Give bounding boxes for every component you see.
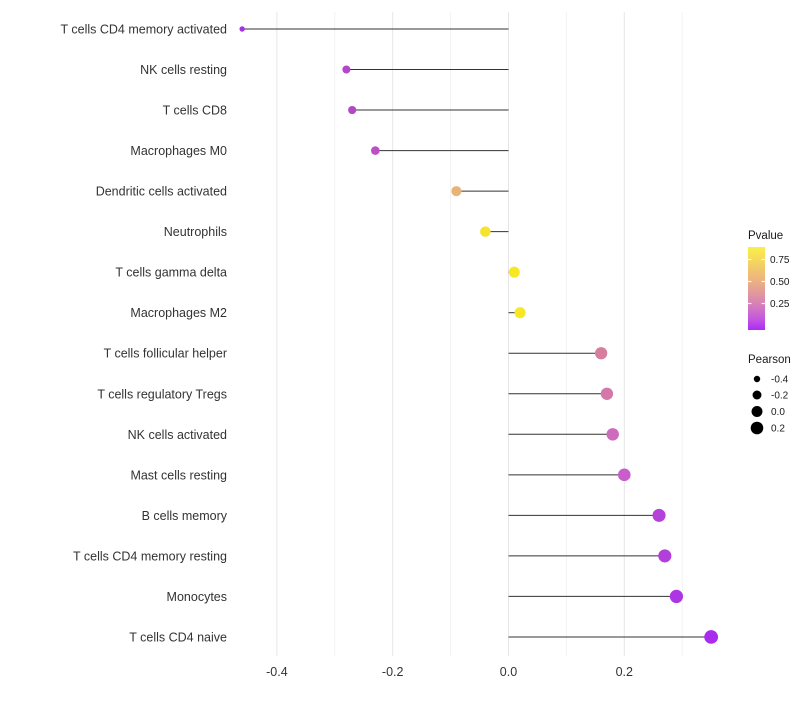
gridlines	[276, 12, 683, 656]
y-axis-label: Mast cells resting	[130, 468, 227, 482]
y-axis-label: T cells CD4 memory activated	[61, 23, 228, 37]
x-axis-tick-labels: -0.4 -0.2 0.0 0.2	[266, 665, 633, 679]
lollipop-dot	[348, 105, 357, 115]
pearson-legend-dot	[753, 375, 761, 383]
pearson-legend-dot	[752, 390, 762, 400]
lollipop-row	[508, 307, 526, 319]
pearson-legend-dot	[751, 406, 763, 417]
x-axis-tick-label: 0.0	[500, 665, 517, 679]
lollipop-row	[508, 387, 614, 400]
lollipop-row	[508, 589, 684, 604]
pearson-legend-dot	[750, 421, 764, 435]
lollipop-row	[508, 508, 666, 522]
y-axis-label: T cells regulatory Tregs	[97, 387, 227, 401]
lollipop-row	[508, 630, 719, 644]
y-axis-label: T cells CD8	[163, 104, 227, 118]
y-axis-label: B cells memory	[142, 509, 228, 523]
lollipop-dot	[652, 508, 666, 522]
lollipop-row	[480, 226, 509, 237]
lollipop-row	[508, 468, 631, 482]
lollipop-row	[239, 26, 509, 32]
lollipop-row	[342, 65, 509, 74]
x-axis-tick-label: -0.4	[266, 665, 288, 679]
pearson-legend-label: -0.4	[771, 375, 789, 386]
lollipop-row	[508, 549, 672, 563]
lollipop-row	[508, 347, 608, 360]
pearson-legend-label: 0.2	[771, 424, 785, 435]
y-axis-label: T cells CD4 memory resting	[73, 549, 227, 563]
pvalue-gradient-bar	[748, 247, 765, 330]
lollipop-row	[508, 428, 619, 441]
pvalue-legend-label: 0.25	[770, 299, 790, 310]
lollipop-dot	[704, 630, 719, 644]
pvalue-legend-title: Pvalue	[748, 230, 783, 242]
lollipop-dot	[658, 549, 672, 563]
lollipop-dot	[451, 186, 462, 197]
pvalue-legend-label: 0.50	[770, 277, 790, 288]
y-axis-label: NK cells resting	[140, 63, 227, 77]
x-axis-tick-label: -0.2	[382, 665, 404, 679]
y-axis-label: Macrophages M2	[130, 306, 227, 320]
lollipop-dot	[508, 266, 520, 278]
lollipop-dot	[371, 146, 380, 155]
pearson-legend-title: Pearson	[748, 354, 791, 366]
x-axis-tick-label: 0.2	[616, 665, 633, 679]
y-axis-label: NK cells activated	[128, 428, 227, 442]
y-axis-label: T cells CD4 naive	[129, 630, 227, 644]
lollipop-dot	[480, 226, 491, 237]
y-axis-label: Dendritic cells activated	[96, 185, 227, 199]
lollipop-row	[451, 186, 509, 197]
y-axis-label: Neutrophils	[164, 225, 227, 239]
pearson-legend-label: -0.2	[771, 391, 789, 402]
pearson-legend: Pearson -0.4 -0.2 0.0 0.2	[748, 354, 791, 435]
lollipop-dot	[669, 589, 684, 604]
lollipop-dot	[618, 468, 631, 482]
lollipop-dot	[342, 65, 351, 74]
pvalue-legend-label: 0.75	[770, 255, 790, 266]
lollipop-dot	[600, 387, 614, 400]
y-axis-label: T cells follicular helper	[104, 347, 227, 361]
y-axis-label: Monocytes	[167, 590, 227, 604]
pvalue-legend: Pvalue 0.75 0.50 0.25	[748, 230, 790, 330]
lollipop-dot	[606, 428, 619, 441]
lollipop-row	[371, 146, 509, 155]
lollipop-row	[508, 266, 520, 278]
y-axis-label: Macrophages M0	[130, 144, 227, 158]
lollipop-dot	[514, 307, 526, 319]
y-axis-label: T cells gamma delta	[115, 266, 227, 280]
y-axis-labels: T cells CD4 memory activated NK cells res…	[61, 23, 228, 645]
pearson-legend-label: 0.0	[771, 407, 785, 418]
lollipop-dot	[239, 26, 245, 32]
lollipop-rows	[239, 26, 719, 644]
lollipop-row	[348, 105, 509, 115]
lollipop-dot	[595, 347, 608, 360]
